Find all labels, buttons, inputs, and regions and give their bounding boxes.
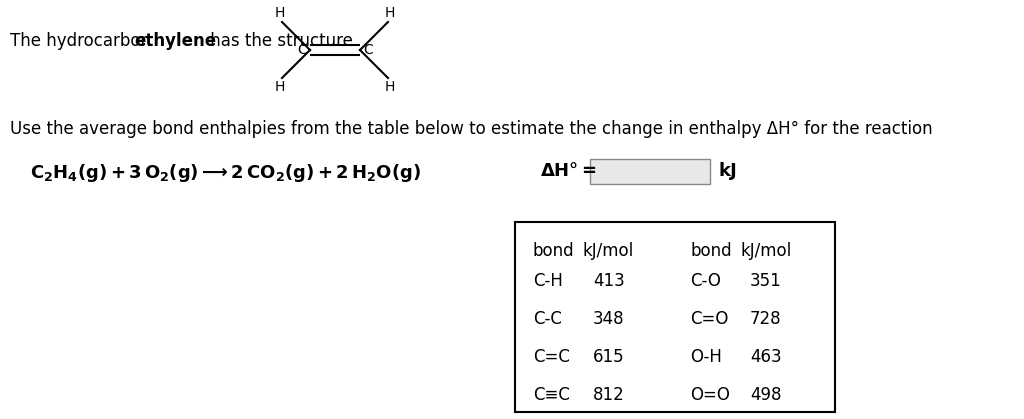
Text: H: H	[385, 6, 395, 20]
Text: bond: bond	[690, 242, 731, 260]
Text: C-C: C-C	[534, 310, 562, 328]
Text: Use the average bond enthalpies from the table below to estimate the change in e: Use the average bond enthalpies from the…	[10, 120, 933, 138]
Text: C-O: C-O	[690, 272, 721, 290]
Text: kJ/mol: kJ/mol	[740, 242, 792, 260]
Text: $\mathbf{C_2H_4(g) + 3\,O_2(g)\longrightarrow 2\,CO_2(g) + 2\,H_2O(g)}$: $\mathbf{C_2H_4(g) + 3\,O_2(g)\longright…	[30, 162, 421, 184]
Text: 413: 413	[593, 272, 625, 290]
Text: H: H	[385, 80, 395, 94]
Text: kJ: kJ	[718, 162, 736, 180]
Text: 615: 615	[593, 348, 625, 366]
Text: 498: 498	[750, 386, 781, 404]
Text: 351: 351	[750, 272, 781, 290]
Text: O-H: O-H	[690, 348, 722, 366]
Bar	[590, 159, 710, 184]
Text: 812: 812	[593, 386, 625, 404]
Text: 728: 728	[750, 310, 781, 328]
Text: C: C	[297, 43, 307, 57]
Text: C: C	[362, 43, 373, 57]
Text: 348: 348	[593, 310, 625, 328]
Text: $\mathbf{\Delta H° =}$: $\mathbf{\Delta H° =}$	[540, 162, 597, 180]
Bar	[515, 222, 835, 412]
Text: H: H	[274, 6, 286, 20]
Text: C=C: C=C	[534, 348, 570, 366]
Text: H: H	[274, 80, 286, 94]
Text: has the structure: has the structure	[205, 32, 353, 50]
Text: C-H: C-H	[534, 272, 563, 290]
Text: The hydrocarbon: The hydrocarbon	[10, 32, 157, 50]
Text: O=O: O=O	[690, 386, 730, 404]
Text: C≡C: C≡C	[534, 386, 570, 404]
Text: bond: bond	[534, 242, 574, 260]
Text: kJ/mol: kJ/mol	[583, 242, 634, 260]
Text: C=O: C=O	[690, 310, 728, 328]
Text: ethylene: ethylene	[134, 32, 216, 50]
Text: 463: 463	[750, 348, 781, 366]
